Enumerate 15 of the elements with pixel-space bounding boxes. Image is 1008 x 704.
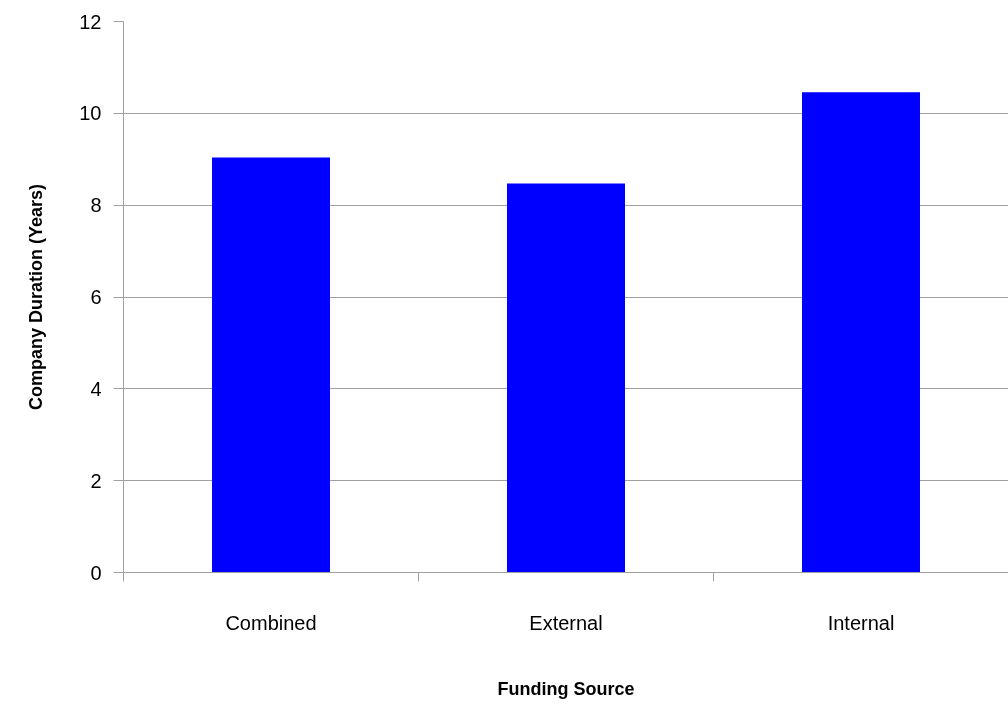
x-tick-label: External	[529, 611, 603, 634]
bar	[507, 183, 625, 573]
y-tick-label: 4	[90, 377, 102, 400]
y-tick-label: 12	[79, 10, 102, 33]
y-tick-label: 8	[90, 194, 102, 217]
x-axis-title: Funding Source	[497, 678, 635, 699]
bar	[802, 92, 920, 573]
y-axis-title: Company Duration (Years)	[26, 183, 47, 411]
bar	[212, 157, 330, 573]
x-tick-label: Internal	[827, 611, 895, 634]
y-tick-label: 2	[90, 469, 102, 492]
x-tick-label: Combined	[225, 611, 317, 634]
y-tick-label: 6	[90, 286, 102, 308]
y-tick-label: 10	[79, 102, 102, 125]
y-tick-label: 0	[90, 561, 102, 584]
